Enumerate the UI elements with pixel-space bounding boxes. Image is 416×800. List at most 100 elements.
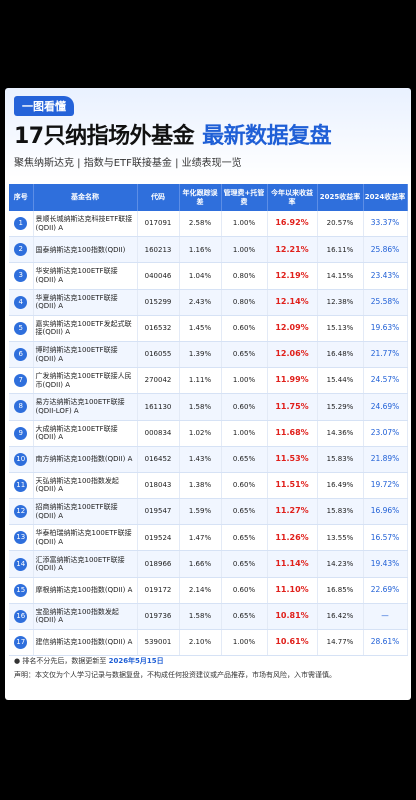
row-number: 14 (14, 557, 28, 571)
table-row: 9 大成纳斯达克100ETF联接(QDII) A 000834 1.02% 1.00% 1… (9, 420, 408, 447)
table-row: 15 摩根纳斯达克100指数(QDII) A 019172 2.14% 0.60% 11.… (9, 577, 408, 604)
cell: 1.43% (179, 446, 222, 473)
cell: 招商纳斯达克100ETF联接(QDII) A (33, 498, 138, 526)
cell: 019547 (137, 498, 180, 526)
cell: 10 (9, 446, 34, 473)
column-header: 2025收益率 (317, 184, 364, 211)
cell: 16.57% (363, 524, 408, 552)
fund-table: 序号 基金名称 代码 年化跟踪误差 管理费+托管费 今年以来收益率 2025收益率 2024收… (9, 184, 408, 657)
cell: 12.06% (267, 341, 318, 369)
cell: 040046 (137, 262, 180, 290)
cell: 270042 (137, 367, 180, 395)
cell: 博时纳斯达克100ETF联接(QDII) A (33, 341, 138, 369)
cell: 015299 (137, 289, 180, 316)
cell: 1.59% (179, 498, 222, 526)
cell: 0.65% (221, 524, 268, 552)
cell: 0.65% (221, 341, 268, 369)
row-number: 17 (14, 636, 28, 650)
cell: 1.00% (221, 236, 268, 264)
cell: 华安纳斯达克100ETF联接(QDII) A (33, 262, 138, 290)
cell: 10.61% (267, 629, 318, 657)
cell: 15.29% (317, 393, 364, 421)
cell: 16.49% (317, 472, 364, 500)
cell: 7 (9, 367, 34, 395)
cell: 000834 (137, 420, 180, 447)
table-row: 5 嘉实纳斯达克100ETF发起式联接(QDII) A 016532 1.45% 0.6… (9, 315, 408, 342)
card: 一图看懂 17只纳指场外基金 最新数据复盘 聚焦纳斯达克 | 指数与ETF联接基金… (5, 88, 411, 700)
cell: 国泰纳斯达克100指数(QDII) (33, 236, 138, 264)
cell: 1.00% (221, 367, 268, 395)
cell: 1.39% (179, 341, 222, 369)
cell: 017091 (137, 211, 180, 238)
table-row: 8 易方达纳斯达克100ETF联接(QDII-LOF) A 161130 1.58% 0… (9, 393, 408, 421)
cell: 016055 (137, 341, 180, 369)
table-row: 13 华泰柏瑞纳斯达克100ETF联接(QDII) A 019524 1.47% 0.6… (9, 524, 408, 552)
cell: 15.83% (317, 498, 364, 526)
cell: 0.80% (221, 262, 268, 290)
table-row: 4 华夏纳斯达克100ETF联接(QDII) A 015299 2.43% 0.80% 1… (9, 289, 408, 316)
cell: 0.65% (221, 446, 268, 473)
table-row: 11 天弘纳斯达克100指数发起(QDII) A 018043 1.38% 0.60% 1… (9, 472, 408, 500)
column-header: 今年以来收益率 (267, 184, 318, 211)
cell: 6 (9, 341, 34, 369)
cell: 11.53% (267, 446, 318, 473)
cell: 易方达纳斯达克100ETF联接(QDII-LOF) A (33, 393, 138, 421)
cell: 25.58% (363, 289, 408, 316)
table-row: 12 招商纳斯达克100ETF联接(QDII) A 019547 1.59% 0.65%… (9, 498, 408, 526)
cell: 3 (9, 262, 34, 290)
cell: 25.86% (363, 236, 408, 264)
cell: 1.00% (221, 211, 268, 238)
cell: 摩根纳斯达克100指数(QDII) A (33, 577, 138, 604)
cell: 1.02% (179, 420, 222, 447)
cell: 14 (9, 550, 34, 578)
cell: 天弘纳斯达克100指数发起(QDII) A (33, 472, 138, 500)
cell: 11.99% (267, 367, 318, 395)
table-row: 17 建信纳斯达克100指数(QDII) A 539001 2.10% 1.00% 10.… (9, 629, 408, 657)
cell: — (363, 603, 408, 631)
cell: 1.66% (179, 550, 222, 578)
row-number: 2 (14, 243, 28, 257)
cell: 1.58% (179, 603, 222, 631)
cell: 12.09% (267, 315, 318, 342)
cell: 0.60% (221, 393, 268, 421)
cell: 汇添富纳斯达克100ETF联接(QDII) A (33, 550, 138, 578)
cell: 10.81% (267, 603, 318, 631)
cell: 嘉实纳斯达克100ETF发起式联接(QDII) A (33, 315, 138, 342)
row-number: 3 (14, 269, 28, 283)
cell: 16.42% (317, 603, 364, 631)
cell: 13.55% (317, 524, 364, 552)
cell: 016532 (137, 315, 180, 342)
column-header: 管理费+托管费 (221, 184, 268, 211)
cell: 23.43% (363, 262, 408, 290)
cell: 161130 (137, 393, 180, 421)
row-number: 8 (14, 400, 28, 414)
cell: 1.00% (221, 629, 268, 657)
cell: 1 (9, 211, 34, 238)
cell: 1.11% (179, 367, 222, 395)
cell: 0.60% (221, 315, 268, 342)
cell: 12 (9, 498, 34, 526)
cell: 2.14% (179, 577, 222, 604)
cell: 16 (9, 603, 34, 631)
cell: 16.85% (317, 577, 364, 604)
cell: 018966 (137, 550, 180, 578)
title-highlight: 最新数据复盘 (202, 124, 332, 149)
cell: 2.43% (179, 289, 222, 316)
disclaimer: 声明：本文仅为个人学习记录与数据复盘，不构成任何投资建议或产品推荐，市场有风险，… (14, 671, 336, 679)
cell: 大成纳斯达克100ETF联接(QDII) A (33, 420, 138, 447)
cell: 018043 (137, 472, 180, 500)
cell: 16.48% (317, 341, 364, 369)
cell: 华泰柏瑞纳斯达克100ETF联接(QDII) A (33, 524, 138, 552)
cell: 12.38% (317, 289, 364, 316)
row-number: 12 (14, 505, 28, 519)
cell: 南方纳斯达克100指数(QDII) A (33, 446, 138, 473)
row-number: 11 (14, 478, 28, 492)
cell: 11.68% (267, 420, 318, 447)
cell: 20.57% (317, 211, 364, 238)
cell: 11 (9, 472, 34, 500)
cell: 21.89% (363, 446, 408, 473)
cell: 0.80% (221, 289, 268, 316)
cell: 11.26% (267, 524, 318, 552)
cell: 22.69% (363, 577, 408, 604)
